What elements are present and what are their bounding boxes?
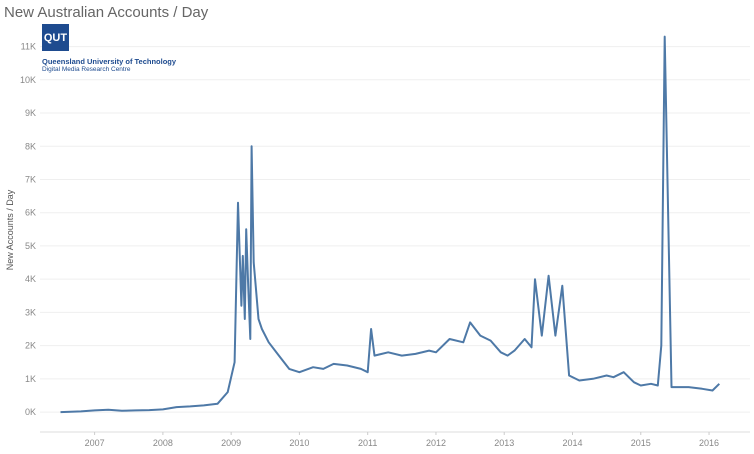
chart-title: New Australian Accounts / Day (4, 4, 209, 21)
x-axis-ticks: 2007 2008 2009 2010 2011 2012 2013 2014 2015 2016 (85, 432, 719, 448)
y-tick-label: 2K (25, 341, 36, 351)
y-tick-label: 11K (21, 42, 36, 52)
y-tick-label: 4K (25, 274, 36, 284)
x-tick-label: 2016 (699, 438, 719, 448)
grid-lines (40, 46, 750, 433)
x-tick-label: 2008 (153, 438, 173, 448)
y-tick-label: 7K (25, 174, 36, 184)
x-tick-label: 2011 (358, 438, 377, 448)
x-tick-label: 2012 (426, 438, 446, 448)
y-axis-label: New Accounts / Day (5, 189, 15, 270)
series-line (60, 35, 721, 414)
qut-logo: QUT Queensland University of Technology … (42, 24, 176, 73)
y-tick-label: 8K (25, 141, 36, 151)
y-tick-label: 0K (25, 407, 36, 417)
x-tick-label: 2007 (85, 438, 105, 448)
x-tick-label: 2014 (562, 438, 582, 448)
y-tick-label: 3K (25, 307, 36, 317)
y-tick-label: 1K (25, 374, 36, 384)
y-axis-ticks: 0K 1K 2K 3K 4K 5K 6K 7K 8K 9K 10K 11K (20, 42, 36, 417)
y-tick-label: 9K (25, 108, 36, 118)
qut-logo-mark: QUT (42, 24, 69, 51)
x-tick-label: 2009 (221, 438, 241, 448)
x-tick-label: 2013 (494, 438, 514, 448)
y-tick-label: 6K (25, 208, 36, 218)
y-tick-label: 5K (25, 241, 36, 251)
x-tick-label: 2010 (289, 438, 309, 448)
qut-logo-unit: Digital Media Research Centre (42, 66, 131, 73)
x-tick-label: 2015 (631, 438, 651, 448)
qut-logo-name: Queensland University of Technology (42, 57, 177, 66)
y-tick-label: 10K (20, 75, 36, 85)
